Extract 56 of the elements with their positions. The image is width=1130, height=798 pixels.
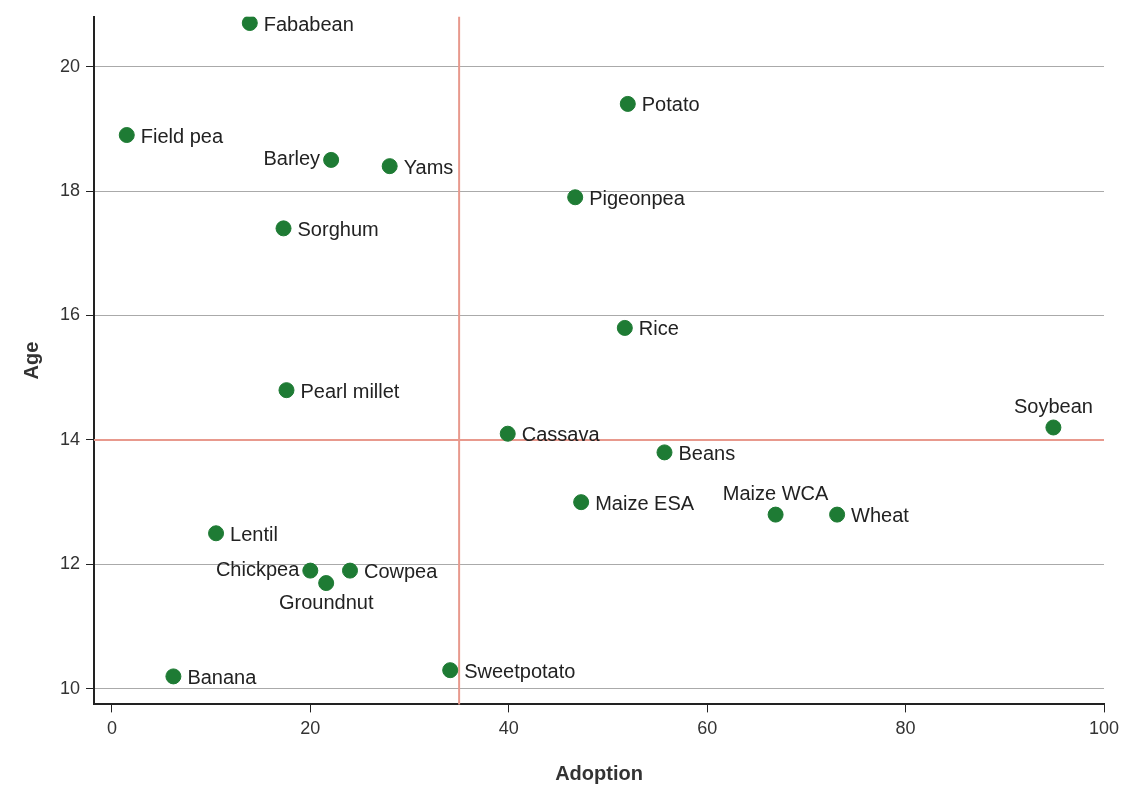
point — [442, 662, 459, 679]
point — [616, 319, 633, 336]
x-tick-label: 60 — [697, 718, 718, 739]
y-axis-title: Age — [19, 341, 42, 380]
annotation: Groundnut — [278, 590, 374, 613]
annotation: Beans — [678, 441, 736, 464]
annotation: Banana — [187, 665, 258, 688]
x-tick-label: 100 — [1088, 718, 1120, 739]
point — [302, 562, 319, 579]
point — [656, 444, 673, 461]
annotation: Lentil — [230, 522, 278, 545]
point — [573, 494, 590, 511]
y-tick-label: 18 — [59, 180, 81, 200]
point — [619, 95, 636, 112]
point — [241, 16, 258, 32]
annotation: Potato — [641, 93, 700, 116]
point — [341, 562, 358, 579]
y-tick-label: 10 — [59, 677, 81, 698]
point — [278, 382, 295, 399]
point — [1045, 419, 1062, 436]
point — [208, 525, 225, 542]
annotation: Chickpea — [215, 558, 301, 581]
x-tick-label: 20 — [300, 718, 321, 739]
annotation: Cowpea — [363, 560, 439, 583]
annotation: Barley — [263, 147, 321, 170]
point — [767, 506, 784, 523]
x-tick-label: 80 — [895, 718, 916, 739]
annotation: Maize WCA — [722, 482, 830, 505]
point — [118, 127, 135, 144]
annotation: Rice — [638, 317, 679, 340]
annotation: Sorghum — [297, 217, 379, 240]
annotation: Wheat — [851, 504, 910, 527]
point — [567, 189, 584, 206]
y-tick-label: 14 — [59, 428, 81, 449]
annotation: Maize ESA — [595, 491, 695, 514]
y-tick-label: 20 — [59, 55, 81, 76]
y-tick-label: 12 — [59, 553, 81, 574]
point — [165, 668, 182, 685]
y-tick-label: 16 — [59, 304, 81, 325]
annotation: Yams — [403, 155, 454, 178]
point — [323, 151, 340, 168]
point — [829, 506, 846, 523]
x-tick-label: 40 — [498, 718, 519, 739]
x-axis-title: Adoption — [555, 761, 643, 784]
point — [499, 425, 516, 442]
x-tick-label: 0 — [106, 718, 117, 739]
annotation: Pigeonpea — [589, 186, 686, 209]
annotation: Sweetpotato — [464, 659, 576, 682]
annotation: Cassava — [521, 423, 601, 446]
annotation: Soybean — [1013, 395, 1093, 418]
annotation: Pearl millet — [300, 379, 400, 402]
point — [381, 158, 398, 175]
annotation: Field pea — [140, 124, 224, 147]
annotation: Fababean — [263, 12, 354, 35]
point — [275, 220, 292, 237]
point — [318, 575, 335, 592]
